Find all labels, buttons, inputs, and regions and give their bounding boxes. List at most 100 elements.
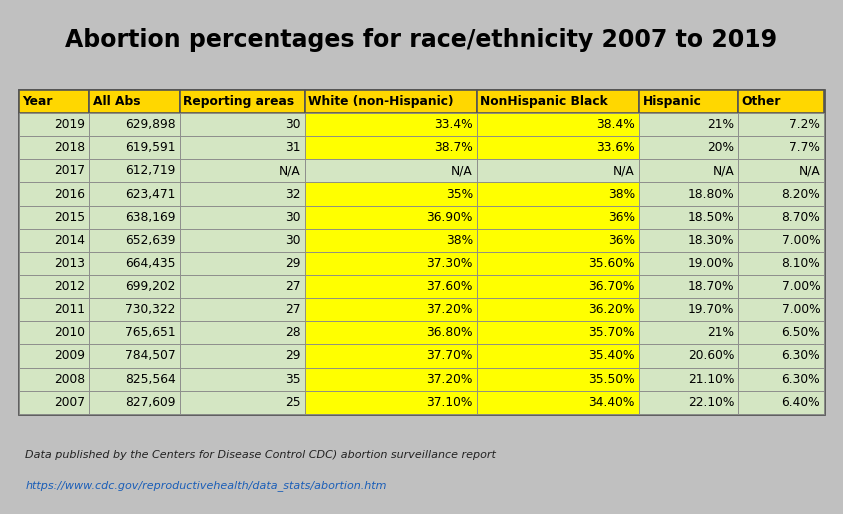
Text: Data published by the Centers for Disease Control CDC) abortion surveillance rep: Data published by the Centers for Diseas…	[25, 450, 497, 460]
Text: 37.30%: 37.30%	[427, 257, 473, 270]
Text: 629,898: 629,898	[125, 118, 175, 131]
Text: 30: 30	[285, 118, 300, 131]
Text: 8.20%: 8.20%	[781, 188, 820, 200]
Text: 35%: 35%	[446, 188, 473, 200]
Text: 2013: 2013	[54, 257, 85, 270]
Text: N/A: N/A	[613, 164, 635, 177]
Text: 2009: 2009	[54, 350, 85, 362]
Text: 6.40%: 6.40%	[781, 396, 820, 409]
Text: 2018: 2018	[54, 141, 85, 154]
Text: 652,639: 652,639	[125, 234, 175, 247]
Text: 7.7%: 7.7%	[789, 141, 820, 154]
Text: 37.10%: 37.10%	[427, 396, 473, 409]
Text: 36%: 36%	[608, 211, 635, 224]
Text: 2008: 2008	[54, 373, 85, 386]
Text: 30: 30	[285, 234, 300, 247]
Text: 37.60%: 37.60%	[427, 280, 473, 293]
Text: 2014: 2014	[54, 234, 85, 247]
Text: 2016: 2016	[54, 188, 85, 200]
Text: 36.70%: 36.70%	[588, 280, 635, 293]
Text: N/A: N/A	[712, 164, 734, 177]
Text: 784,507: 784,507	[125, 350, 175, 362]
Text: All Abs: All Abs	[93, 95, 140, 108]
Text: 18.50%: 18.50%	[687, 211, 734, 224]
Text: 20%: 20%	[707, 141, 734, 154]
Text: 37.20%: 37.20%	[427, 303, 473, 316]
Text: Year: Year	[22, 95, 52, 108]
Text: 36.20%: 36.20%	[588, 303, 635, 316]
Text: 730,322: 730,322	[125, 303, 175, 316]
Text: 2010: 2010	[54, 326, 85, 339]
Text: 38%: 38%	[608, 188, 635, 200]
Text: 25: 25	[285, 396, 300, 409]
Text: 8.70%: 8.70%	[781, 211, 820, 224]
Text: 30: 30	[285, 211, 300, 224]
Text: 32: 32	[285, 188, 300, 200]
Text: Hispanic: Hispanic	[642, 95, 701, 108]
Text: Abortion percentages for race/ethnicity 2007 to 2019: Abortion percentages for race/ethnicity …	[66, 28, 777, 52]
Text: 7.00%: 7.00%	[781, 303, 820, 316]
Text: 22.10%: 22.10%	[688, 396, 734, 409]
Text: 827,609: 827,609	[125, 396, 175, 409]
Text: 619,591: 619,591	[125, 141, 175, 154]
Text: 35.40%: 35.40%	[588, 350, 635, 362]
Text: Reporting areas: Reporting areas	[183, 95, 294, 108]
Text: 7.2%: 7.2%	[789, 118, 820, 131]
Text: 19.00%: 19.00%	[688, 257, 734, 270]
Text: 29: 29	[285, 350, 300, 362]
Text: Other: Other	[742, 95, 781, 108]
Text: 2015: 2015	[54, 211, 85, 224]
Text: 28: 28	[285, 326, 300, 339]
Text: 2011: 2011	[54, 303, 85, 316]
Text: 825,564: 825,564	[125, 373, 175, 386]
Text: 2017: 2017	[54, 164, 85, 177]
Text: 623,471: 623,471	[125, 188, 175, 200]
Text: 6.30%: 6.30%	[781, 373, 820, 386]
Text: 6.50%: 6.50%	[781, 326, 820, 339]
Text: 37.20%: 37.20%	[427, 373, 473, 386]
Text: 7.00%: 7.00%	[781, 280, 820, 293]
Text: 765,651: 765,651	[125, 326, 175, 339]
Text: 31: 31	[285, 141, 300, 154]
Text: N/A: N/A	[279, 164, 300, 177]
Text: 38.4%: 38.4%	[596, 118, 635, 131]
Text: 27: 27	[285, 280, 300, 293]
Text: 38%: 38%	[446, 234, 473, 247]
Text: 612,719: 612,719	[125, 164, 175, 177]
Text: 2019: 2019	[54, 118, 85, 131]
Text: 2012: 2012	[54, 280, 85, 293]
Text: N/A: N/A	[798, 164, 820, 177]
Text: 21%: 21%	[707, 326, 734, 339]
Text: 35.50%: 35.50%	[588, 373, 635, 386]
Text: 35.70%: 35.70%	[588, 326, 635, 339]
Text: 36.80%: 36.80%	[427, 326, 473, 339]
Text: 35.60%: 35.60%	[588, 257, 635, 270]
Text: 35: 35	[285, 373, 300, 386]
Text: 18.70%: 18.70%	[688, 280, 734, 293]
Text: 34.40%: 34.40%	[588, 396, 635, 409]
Text: 33.4%: 33.4%	[434, 118, 473, 131]
Text: 21%: 21%	[707, 118, 734, 131]
Text: 638,169: 638,169	[125, 211, 175, 224]
Text: 29: 29	[285, 257, 300, 270]
Text: 6.30%: 6.30%	[781, 350, 820, 362]
Text: N/A: N/A	[451, 164, 473, 177]
Text: 20.60%: 20.60%	[688, 350, 734, 362]
Text: 699,202: 699,202	[125, 280, 175, 293]
Text: 18.80%: 18.80%	[687, 188, 734, 200]
Text: 21.10%: 21.10%	[688, 373, 734, 386]
Text: 8.10%: 8.10%	[781, 257, 820, 270]
Text: 27: 27	[285, 303, 300, 316]
Text: 2007: 2007	[54, 396, 85, 409]
Text: 37.70%: 37.70%	[427, 350, 473, 362]
Text: 33.6%: 33.6%	[596, 141, 635, 154]
Text: 18.30%: 18.30%	[688, 234, 734, 247]
Text: https://www.cdc.gov/reproductivehealth/data_stats/abortion.htm: https://www.cdc.gov/reproductivehealth/d…	[25, 481, 387, 491]
Text: 664,435: 664,435	[125, 257, 175, 270]
Text: 36%: 36%	[608, 234, 635, 247]
Text: 7.00%: 7.00%	[781, 234, 820, 247]
Text: White (non-Hispanic): White (non-Hispanic)	[308, 95, 454, 108]
Text: 38.7%: 38.7%	[434, 141, 473, 154]
Text: 19.70%: 19.70%	[688, 303, 734, 316]
Text: NonHispanic Black: NonHispanic Black	[481, 95, 608, 108]
